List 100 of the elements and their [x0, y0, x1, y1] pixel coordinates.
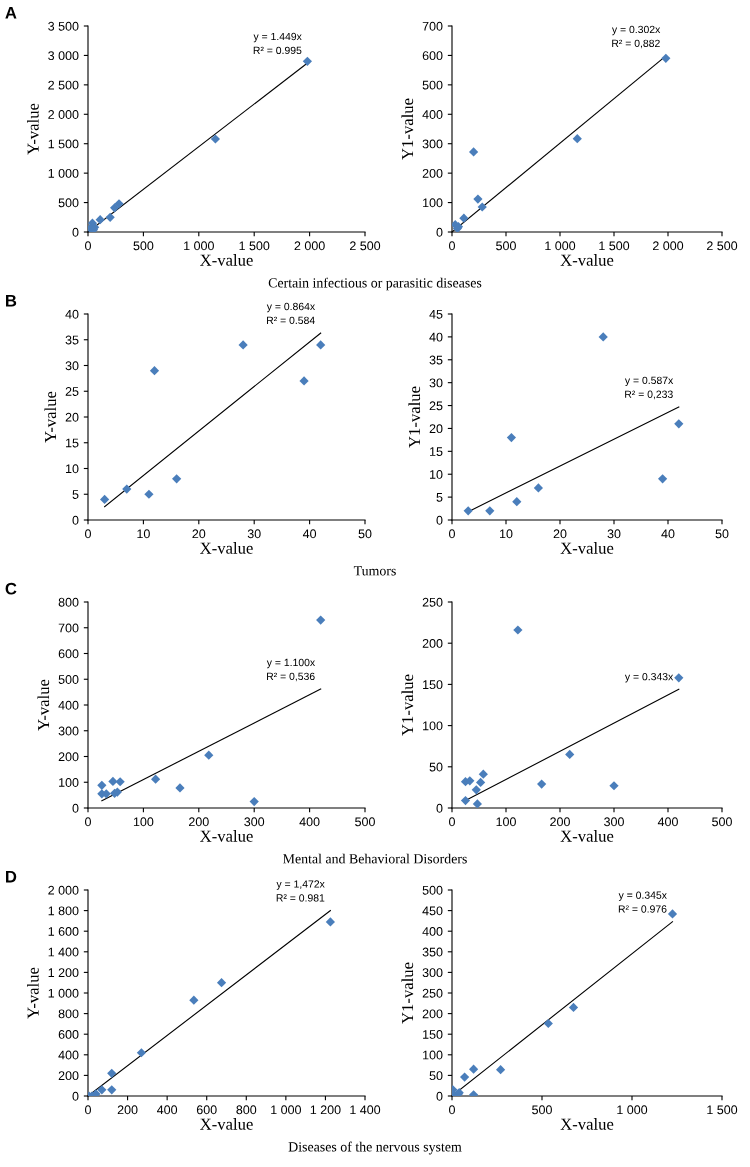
- x-axis-title: X-value: [200, 1118, 253, 1130]
- y-tick-label: 0: [436, 227, 443, 237]
- y-tick-label: 35: [65, 335, 79, 345]
- y-tick-label: 400: [422, 927, 443, 936]
- text: Tumors: [353, 566, 396, 576]
- y-tick-label: 500: [58, 675, 79, 684]
- y-tick-label: 100: [59, 778, 79, 787]
- x-tick-label: 1 400: [350, 1105, 381, 1115]
- x-tick-label: 0: [85, 241, 91, 251]
- x-tick-label: 500: [532, 1105, 552, 1115]
- annotation: y = 0.345x: [618, 891, 667, 901]
- y-tick-label: 0: [72, 227, 79, 237]
- y-tick-label: 0: [72, 803, 79, 813]
- annotation: y = 0.302x: [611, 25, 661, 36]
- x-tick-label: 30: [607, 529, 621, 539]
- chart-title: C: [5, 582, 17, 595]
- y-tick-label: 500: [422, 80, 443, 90]
- y-tick-label: 15: [66, 438, 79, 448]
- text: Certain infectious or parasitic diseases: [268, 277, 482, 291]
- x-tick-label: 1 000: [617, 1105, 648, 1115]
- x-tick-label: 2 000: [294, 241, 325, 251]
- x-tick-label: 100: [496, 817, 516, 827]
- text: y = 0.864x: [266, 302, 316, 313]
- annotation: R² = 0.584: [267, 316, 315, 325]
- x-axis-title: X-value: [560, 254, 614, 266]
- x-tick-label: 600: [196, 1105, 217, 1115]
- x-axis-title: X-value: [560, 542, 614, 554]
- x-tick-label: 500: [712, 817, 732, 827]
- annotation: R² = 0,536: [267, 672, 315, 682]
- y-axis-title: Y1-value: [401, 962, 414, 1024]
- x-tick-label: 200: [189, 817, 209, 827]
- y-axis-title: Y-value: [27, 967, 39, 1019]
- y-tick-label: 400: [58, 1050, 79, 1060]
- annotation: y = 0.343x: [624, 672, 674, 683]
- y-tick-label: 500: [422, 885, 443, 895]
- y-tick-label: 300: [58, 726, 79, 736]
- y-tick-label: 600: [58, 1030, 79, 1039]
- y-tick-label: 400: [422, 110, 443, 119]
- x-tick-label: 1 500: [707, 1105, 738, 1115]
- x-tick-label: 1 000: [184, 241, 214, 251]
- x-tick-label: 200: [117, 1105, 138, 1115]
- y-tick-label: 0: [72, 1091, 79, 1101]
- y-tick-label: 10: [430, 470, 443, 479]
- y-tick-label: 800: [58, 1009, 79, 1019]
- x-tick-label: 30: [247, 529, 261, 539]
- y-tick-label: 2 000: [48, 885, 79, 895]
- y-tick-label: 1 000: [48, 168, 79, 178]
- x-axis-title: X-value: [560, 830, 614, 842]
- y-tick-label: 700: [422, 21, 443, 31]
- x-tick-label: 20: [192, 529, 206, 539]
- y-tick-label: 150: [423, 1030, 443, 1039]
- annotation: R² = 0.976: [618, 905, 667, 913]
- y-tick-label: 200: [58, 1071, 79, 1081]
- y-tick-label: 0: [436, 1091, 443, 1101]
- y-tick-label: 50: [429, 1071, 443, 1081]
- text: y = 1,472x: [276, 880, 325, 890]
- y-tick-label: 0: [436, 803, 443, 813]
- chart-title: D: [6, 870, 17, 883]
- x-tick-label: 500: [496, 241, 516, 251]
- y-tick-label: 1 600: [48, 927, 79, 936]
- y-tick-label: 250: [422, 597, 443, 607]
- y-tick-label: 250: [422, 988, 443, 998]
- y-tick-label: 25: [65, 387, 79, 396]
- y-tick-label: 40: [429, 332, 443, 342]
- y-tick-label: 10: [66, 464, 79, 474]
- x-tick-label: 0: [449, 241, 455, 251]
- y-tick-label: 2 500: [48, 80, 79, 90]
- x-tick-label: 2 000: [652, 241, 684, 251]
- y-tick-label: 20: [65, 412, 79, 422]
- x-tick-label: 1 000: [545, 241, 576, 251]
- y-tick-label: 35: [429, 355, 443, 365]
- x-tick-label: 0: [449, 817, 455, 827]
- x-tick-label: 0: [449, 1105, 455, 1115]
- x-tick-label: 0: [449, 529, 455, 539]
- chart-title: A: [5, 6, 17, 19]
- annotation: R² = 0.995: [253, 46, 302, 55]
- x-tick-label: 0: [85, 529, 91, 539]
- x-tick-label: 500: [355, 817, 375, 827]
- y-tick-label: 700: [58, 623, 79, 633]
- y-tick-label: 200: [58, 752, 79, 762]
- x-tick-label: 50: [715, 529, 729, 539]
- x-tick-label: 40: [661, 529, 675, 539]
- x-tick-label: 1 500: [239, 241, 270, 251]
- y-tick-label: 450: [422, 906, 443, 916]
- y-axis-title: Y-value: [27, 103, 39, 155]
- x-tick-label: 400: [299, 817, 320, 827]
- annotation: R² = 0,882: [612, 39, 660, 49]
- text: Mental and Behavioral Disorders: [283, 853, 467, 864]
- x-tick-label: 50: [358, 529, 372, 539]
- y-tick-label: 45: [429, 309, 443, 319]
- y-tick-label: 200: [422, 1009, 443, 1019]
- annotation: y = 1.100x: [266, 658, 316, 669]
- text: Diseases of the nervous system: [288, 1141, 462, 1155]
- x-tick-label: 10: [137, 529, 150, 539]
- y-tick-label: 1 500: [48, 139, 79, 149]
- x-tick-label: 200: [550, 817, 570, 827]
- x-tick-label: 40: [302, 529, 317, 539]
- x-tick-label: 300: [604, 817, 624, 827]
- y-tick-label: 50: [429, 762, 443, 772]
- x-tick-label: 1 200: [310, 1105, 341, 1115]
